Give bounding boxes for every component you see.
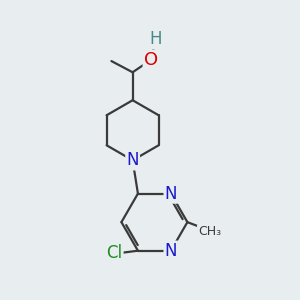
Text: N: N (165, 184, 177, 202)
Text: N: N (126, 151, 139, 169)
Text: CH₃: CH₃ (198, 225, 221, 239)
Text: N: N (165, 242, 177, 260)
Text: H: H (150, 30, 162, 48)
Text: O: O (144, 51, 158, 69)
Text: Cl: Cl (106, 244, 122, 262)
